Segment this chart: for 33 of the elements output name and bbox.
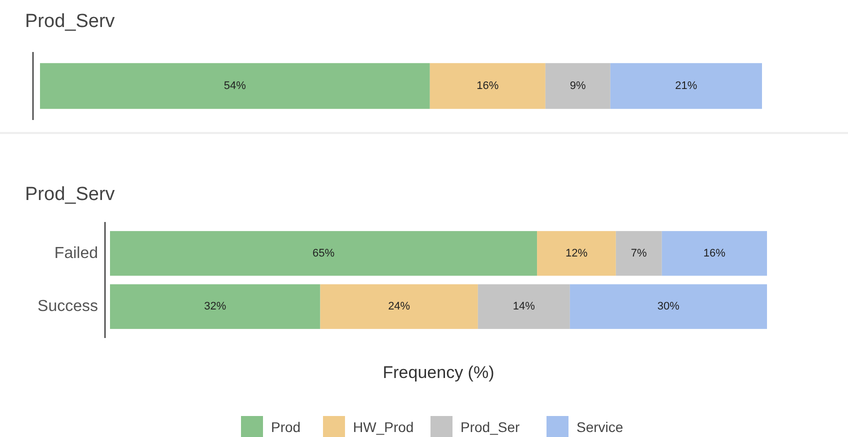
legend-label: Prod <box>271 419 301 435</box>
legend-label: HW_Prod <box>353 419 414 435</box>
data-label: 32% <box>204 300 226 313</box>
data-label: 16% <box>476 80 499 92</box>
bar <box>320 284 478 329</box>
data-label: 30% <box>657 300 680 313</box>
bar <box>110 284 320 329</box>
legend-label: Service <box>576 419 624 435</box>
bar <box>662 231 767 276</box>
legend-label: Prod_Ser <box>460 419 520 435</box>
chart-title: Prod_Serv <box>25 11 116 32</box>
bar <box>610 63 762 109</box>
data-label: 65% <box>312 247 335 260</box>
data-label: 7% <box>630 247 648 260</box>
bar <box>537 231 616 276</box>
chart-title: Prod_Serv <box>25 184 116 205</box>
data-label: 9% <box>570 80 586 92</box>
bar <box>478 284 570 329</box>
y-tick-label: Success <box>38 298 98 316</box>
bar <box>110 231 538 276</box>
bar <box>40 63 430 109</box>
data-label: 21% <box>675 80 698 92</box>
y-tick-label: Failed <box>54 244 98 262</box>
data-label: 12% <box>565 247 588 260</box>
bar <box>616 231 662 276</box>
data-label: 14% <box>512 300 536 313</box>
x-axis-title: Frequency (%) <box>382 363 494 382</box>
bar <box>570 284 767 329</box>
data-label: 54% <box>224 80 246 92</box>
bar <box>545 63 610 109</box>
bar <box>430 63 546 109</box>
data-label: 24% <box>388 300 410 313</box>
data-label: 16% <box>703 247 726 260</box>
